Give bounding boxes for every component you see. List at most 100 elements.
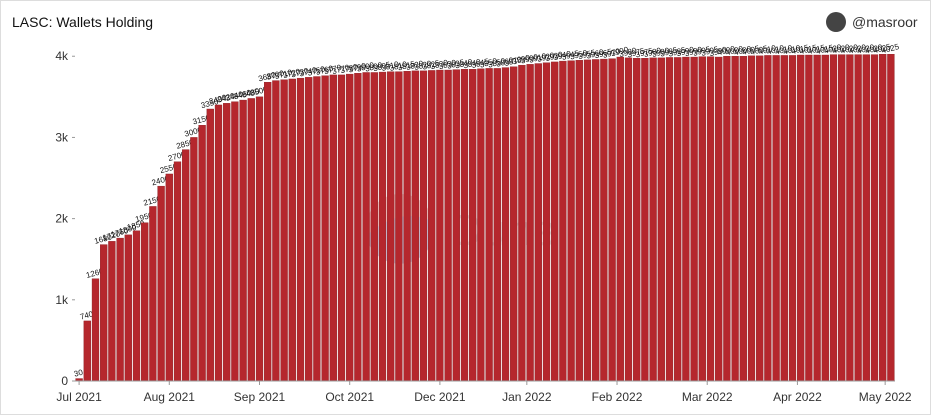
bar <box>608 58 616 382</box>
bar <box>485 68 493 382</box>
bar <box>165 173 173 382</box>
bar <box>829 54 838 382</box>
bar <box>723 56 731 382</box>
bar <box>264 82 272 382</box>
bar <box>879 54 887 382</box>
bar <box>280 79 288 382</box>
bar <box>772 55 780 382</box>
bar <box>149 206 157 382</box>
bar <box>395 71 403 382</box>
bar <box>141 222 149 382</box>
chart-title: LASC: Wallets Holding <box>12 14 153 30</box>
bar <box>370 72 378 382</box>
bar <box>764 55 772 382</box>
y-tick-label: 0 <box>61 374 68 388</box>
bar <box>854 54 862 382</box>
bar <box>296 77 305 382</box>
bar <box>378 71 387 382</box>
bar <box>887 54 895 382</box>
bar <box>83 320 91 382</box>
bar <box>698 56 706 382</box>
x-tick-label: Oct 2021 <box>325 390 374 404</box>
bar <box>288 78 296 382</box>
bar <box>223 103 231 382</box>
bar <box>788 55 797 382</box>
bar <box>411 70 419 382</box>
bar <box>100 244 108 382</box>
bar <box>682 56 690 382</box>
x-tick-label: Apr 2022 <box>773 390 822 404</box>
bar <box>674 57 682 382</box>
x-tick-label: Feb 2022 <box>592 390 643 404</box>
bar <box>624 57 633 382</box>
bar <box>526 64 534 382</box>
bar <box>715 56 723 382</box>
bar <box>592 59 600 382</box>
bar <box>575 60 583 382</box>
bar <box>633 58 641 382</box>
bar <box>780 55 788 382</box>
bar <box>452 69 460 382</box>
bar <box>239 99 247 382</box>
bar <box>747 55 756 382</box>
bar <box>493 68 501 382</box>
bar <box>255 96 264 382</box>
x-tick-label: Dec 2021 <box>414 390 466 404</box>
bar <box>108 241 116 382</box>
bar <box>403 71 411 382</box>
y-tick-label: 2k <box>55 212 69 226</box>
bar <box>91 278 100 382</box>
x-tick-label: Sep 2021 <box>234 390 286 404</box>
bar <box>756 55 764 382</box>
x-tick-label: Aug 2021 <box>144 390 196 404</box>
bar <box>542 62 551 382</box>
bar <box>337 74 346 382</box>
bar <box>862 54 870 382</box>
bar <box>444 69 452 382</box>
bar <box>419 70 428 382</box>
data-label: 740 <box>79 309 95 321</box>
bar <box>469 69 477 382</box>
bar <box>813 54 821 382</box>
bar <box>354 73 362 382</box>
bar <box>173 161 182 382</box>
bar <box>870 54 879 382</box>
bar <box>739 56 747 382</box>
bar <box>362 72 370 382</box>
bar <box>518 64 526 382</box>
y-tick-label: 1k <box>55 293 69 307</box>
bar <box>198 125 206 382</box>
bar <box>649 57 657 382</box>
bar <box>231 101 239 382</box>
author-avatar <box>826 12 846 32</box>
bar <box>214 104 223 382</box>
bar <box>124 234 132 382</box>
bar <box>305 77 313 382</box>
bar <box>706 56 715 382</box>
author: @masroor <box>852 14 918 30</box>
x-tick-label: Jul 2021 <box>56 390 102 404</box>
bar <box>132 230 141 382</box>
bar <box>272 80 280 382</box>
y-tick-label: 4k <box>55 49 69 63</box>
bar <box>838 54 846 382</box>
bar <box>821 54 829 382</box>
bar <box>805 54 813 382</box>
bar <box>665 57 674 382</box>
data-label: 30 <box>73 368 84 379</box>
bar <box>116 237 124 382</box>
bar <box>346 73 354 382</box>
bar <box>690 56 698 382</box>
x-tick-label: May 2022 <box>859 390 912 404</box>
bar <box>477 68 485 382</box>
bar <box>551 61 559 382</box>
bar <box>510 66 518 382</box>
bar <box>329 74 337 382</box>
bar <box>657 57 665 382</box>
x-tick-label: Jan 2022 <box>502 390 552 404</box>
bar <box>313 76 321 382</box>
bar <box>321 75 329 382</box>
bar <box>846 54 854 382</box>
